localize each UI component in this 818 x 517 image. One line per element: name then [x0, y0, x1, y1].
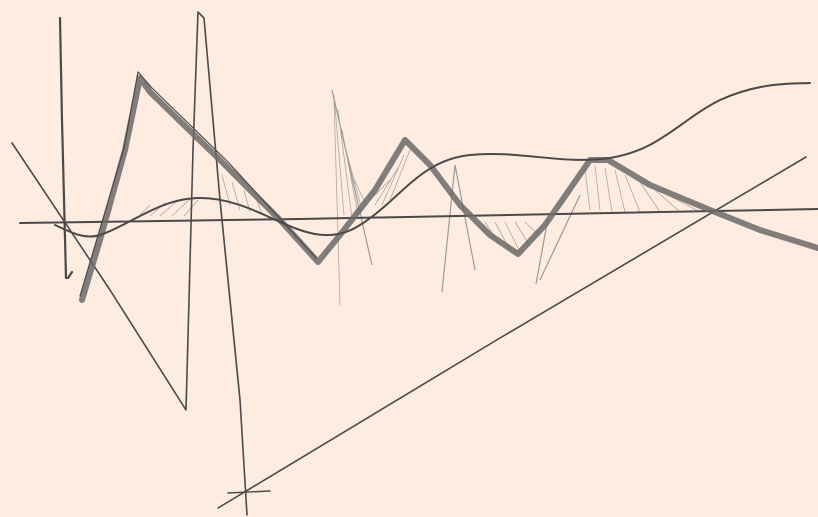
thick-polyline [79, 75, 818, 303]
hatching [139, 89, 701, 306]
cross-mark [227, 490, 271, 494]
spike [331, 89, 581, 293]
hatch-area [584, 164, 701, 213]
hatch-area [221, 174, 273, 217]
zigzag-line [11, 11, 248, 516]
hatch-area [139, 198, 199, 217]
thick-edge [79, 71, 317, 297]
vertical-line [58, 16, 74, 280]
horizontal-axis [19, 208, 818, 224]
smooth-wave [54, 82, 811, 238]
hatch-area [333, 94, 367, 306]
diagonal-line [217, 156, 807, 509]
hatch-area [369, 149, 411, 206]
